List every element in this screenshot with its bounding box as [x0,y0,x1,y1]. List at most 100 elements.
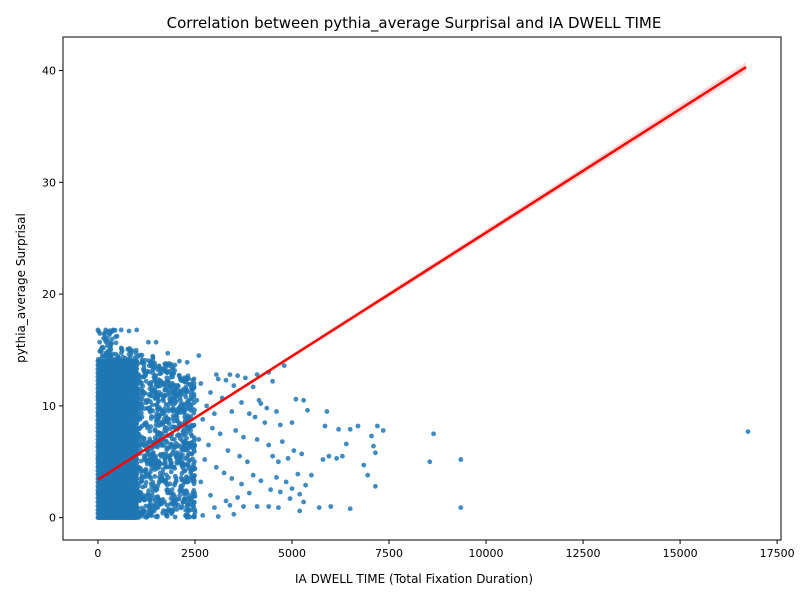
data-point [164,375,170,381]
data-point [172,437,177,442]
data-point [156,363,162,369]
data-point [143,370,149,375]
data-point [161,398,166,404]
data-point [246,490,252,496]
data-point [191,410,197,416]
data-point [164,502,170,508]
data-point [291,448,297,453]
data-point [192,478,197,484]
data-point [173,399,179,404]
data-point [369,433,374,439]
data-point [375,423,380,429]
data-point [227,502,233,508]
data-point [180,446,186,452]
data-point [258,478,264,484]
data-point [109,341,114,346]
data-point [150,462,156,468]
data-point [293,396,299,402]
data-point [334,456,339,461]
data-point [198,479,204,485]
data-point [188,427,194,433]
data-point [191,514,196,520]
data-point [233,428,239,433]
data-point [134,327,140,333]
data-point [163,438,169,444]
data-point [192,490,198,496]
data-point [182,456,188,461]
data-point [303,482,308,488]
data-point [169,371,175,377]
data-point [246,411,252,417]
data-point [147,386,153,392]
data-point [458,505,464,510]
data-point [202,457,208,462]
data-point [252,414,258,420]
data-point [161,443,167,448]
data-point [127,346,132,351]
data-point [156,458,162,464]
data-point [184,376,190,382]
data-point [176,409,182,414]
data-point [148,380,154,385]
x-axis-label: IA DWELL TIME (Total Fixation Duration) [295,572,533,586]
data-point [177,488,183,494]
data-point [148,510,154,516]
data-point [145,397,151,403]
data-point [297,491,303,497]
data-point [155,494,161,500]
data-point [180,433,186,438]
plot-area [95,62,751,520]
data-point [373,483,378,489]
data-point [155,405,160,411]
data-point [140,513,146,519]
x-tick-label: 5000 [278,547,306,560]
data-point [155,513,160,519]
data-point [99,353,105,359]
data-point [139,410,144,416]
data-point [147,502,152,508]
data-point [164,513,170,519]
data-point [119,348,125,353]
data-point [343,441,349,447]
data-point [159,419,165,425]
data-point [148,481,154,487]
data-point [138,476,144,482]
data-point [212,505,217,510]
data-point [138,458,144,464]
data-point [458,457,464,462]
data-point [208,492,213,498]
data-point [355,423,361,429]
data-point [276,459,281,465]
y-axis-label: pythia_average Surprisal [14,213,28,363]
x-axis: 0 2500 5000 7500 10000 12500 15000 17500 [94,540,795,560]
data-point [166,417,172,422]
data-point [241,434,246,440]
data-point [188,402,194,408]
data-point [148,459,154,464]
y-axis: 0 10 20 30 40 [42,65,63,525]
data-point [178,392,184,398]
data-point [150,353,156,359]
data-point [120,354,126,360]
data-point [170,365,176,370]
data-point [189,502,194,508]
data-point [245,459,250,465]
data-point [97,331,103,336]
x-tick-label: 12500 [566,547,601,560]
data-point [157,371,163,377]
data-point [164,472,169,478]
data-point [166,408,171,414]
data-point [101,345,106,351]
data-point [213,464,219,470]
data-point [184,359,190,365]
data-point [143,480,149,485]
data-point [277,422,283,428]
data-point [150,408,156,414]
data-point [427,459,433,465]
data-point [101,331,107,337]
data-point [239,481,244,487]
data-point [103,350,109,356]
y-tick-label: 10 [42,400,56,413]
data-point [150,367,156,373]
